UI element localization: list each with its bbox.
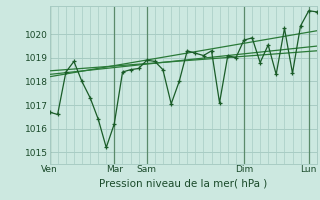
X-axis label: Pression niveau de la mer( hPa ): Pression niveau de la mer( hPa ) <box>99 179 267 189</box>
